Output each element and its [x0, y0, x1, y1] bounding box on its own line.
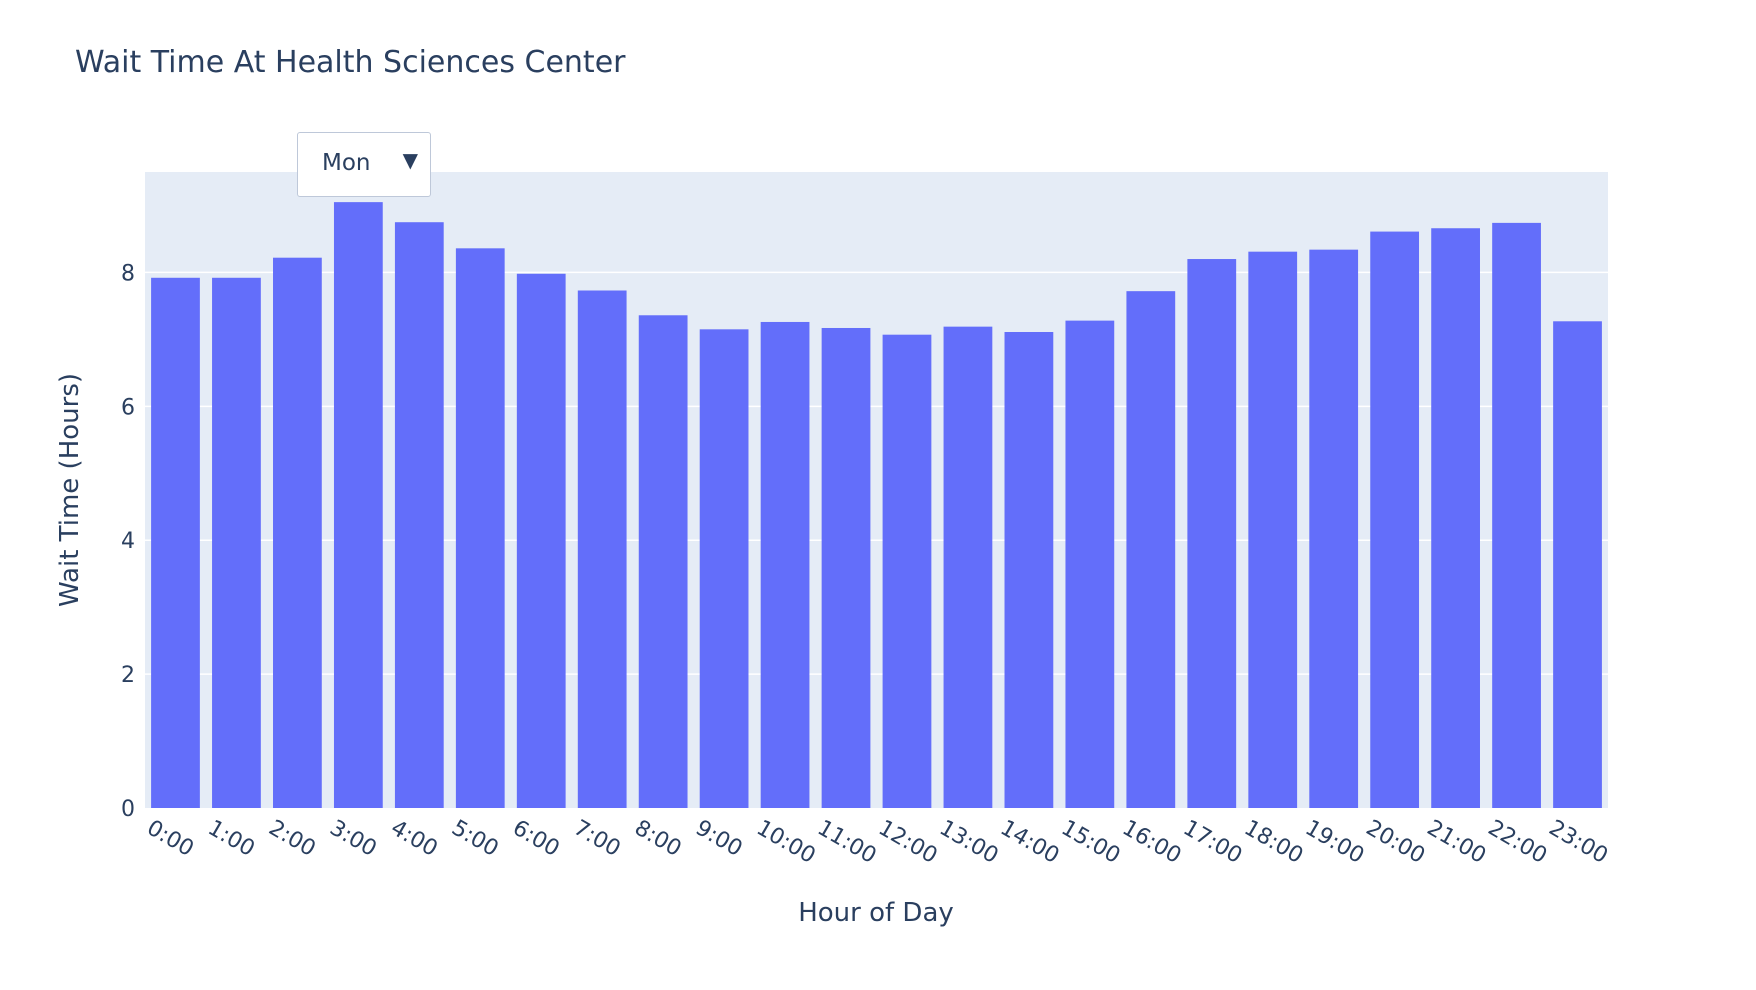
x-tick-label: 9:00: [691, 816, 746, 862]
y-tick-label: 2: [121, 663, 135, 688]
bar[interactable]: [151, 277, 200, 808]
bar[interactable]: [394, 222, 444, 809]
x-tick-label: 0:00: [142, 816, 197, 862]
x-tick-label: 5:00: [447, 816, 502, 862]
x-tick-label: 23:00: [1545, 816, 1612, 869]
bar[interactable]: [699, 329, 749, 808]
bar[interactable]: [516, 273, 566, 808]
x-tick-label: 6:00: [508, 816, 563, 862]
x-axis-title: Hour of Day: [798, 898, 954, 928]
bar[interactable]: [1492, 222, 1541, 808]
bar[interactable]: [1004, 332, 1054, 808]
bar[interactable]: [638, 315, 688, 808]
x-tick-label: 16:00: [1118, 816, 1185, 869]
x-tick-label: 15:00: [1057, 816, 1124, 869]
bar[interactable]: [1187, 259, 1237, 808]
x-tick-label: 8:00: [630, 816, 685, 862]
bar[interactable]: [333, 202, 383, 808]
bar[interactable]: [1248, 251, 1298, 809]
bar[interactable]: [1065, 320, 1115, 808]
x-tick-label: 1:00: [203, 816, 258, 862]
x-tick-label: 11:00: [813, 816, 880, 869]
x-tick-label: 14:00: [996, 816, 1063, 869]
x-tick-label: 7:00: [569, 816, 624, 862]
x-tick-label: 12:00: [874, 816, 941, 869]
y-tick-label: 8: [121, 261, 135, 286]
bar[interactable]: [882, 334, 932, 808]
x-tick-label: 22:00: [1484, 816, 1551, 869]
bar[interactable]: [1431, 228, 1480, 809]
y-tick-label: 4: [121, 529, 135, 554]
bar[interactable]: [455, 248, 505, 808]
bar[interactable]: [273, 257, 322, 808]
x-tick-label: 20:00: [1362, 816, 1429, 869]
y-tick-label: 6: [121, 395, 135, 420]
x-tick-label: 4:00: [386, 816, 441, 862]
x-tick-label: 13:00: [935, 816, 1002, 869]
x-tick-label: 18:00: [1240, 816, 1307, 869]
x-tick-label: 2:00: [264, 816, 319, 862]
x-tick-label: 3:00: [325, 816, 380, 862]
y-tick-label: 0: [121, 797, 135, 822]
chart-title: Wait Time At Health Sciences Center: [75, 45, 626, 80]
bar[interactable]: [1309, 249, 1359, 809]
bar[interactable]: [577, 290, 627, 809]
x-tick-label: 17:00: [1179, 816, 1246, 869]
day-select-dropdown[interactable]: Mon ▼: [297, 132, 431, 197]
plot-area: [145, 172, 1608, 808]
x-tick-label: 21:00: [1423, 816, 1490, 869]
x-tick-label: 10:00: [752, 816, 819, 869]
bar[interactable]: [1553, 321, 1602, 808]
triangle-down-icon: ▼: [402, 148, 418, 172]
bar[interactable]: [1370, 231, 1420, 809]
dropdown-selected-label: Mon: [322, 150, 371, 176]
bar[interactable]: [821, 327, 871, 808]
bar[interactable]: [1126, 291, 1176, 808]
y-axis-title: Wait Time (Hours): [55, 373, 85, 607]
x-tick-label: 19:00: [1301, 816, 1368, 869]
bar[interactable]: [943, 326, 993, 808]
bar[interactable]: [212, 277, 261, 808]
bar[interactable]: [760, 321, 810, 808]
